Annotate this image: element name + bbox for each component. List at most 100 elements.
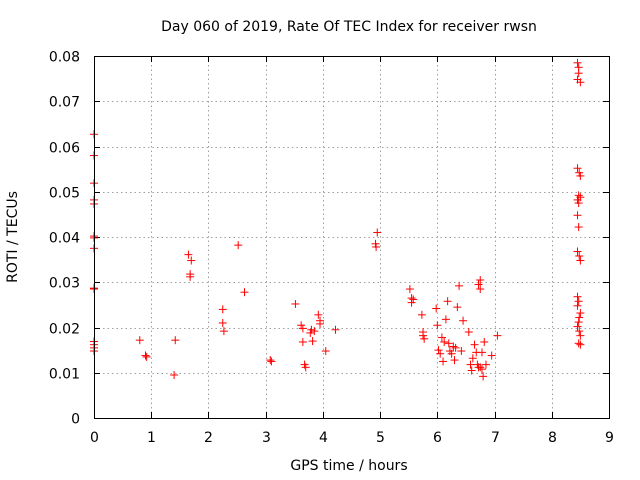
data-point-marker	[466, 360, 475, 369]
x-tick-label: 4	[319, 430, 328, 446]
data-point-marker	[405, 285, 414, 294]
data-point-marker	[434, 346, 443, 355]
plot-frame	[94, 56, 610, 419]
chart-title: Day 060 of 2019, Rate Of TEC Index for r…	[161, 19, 537, 35]
data-point-marker	[373, 228, 382, 237]
data-point-marker	[417, 310, 426, 319]
data-point-marker	[420, 334, 429, 343]
data-point-marker	[314, 310, 323, 319]
data-point-marker	[291, 299, 300, 308]
data-point-marker	[573, 164, 582, 173]
data-point-marker	[439, 357, 448, 366]
data-point-marker	[476, 363, 485, 372]
y-tick-label: 0.01	[49, 367, 80, 383]
data-point-marker	[187, 256, 196, 265]
data-point-marker	[308, 337, 317, 346]
label-layer: 0 1 2 3 4 5 6 7 8 9 0 0.01 0.02 0.03 0.04 0.05 0.06 0.07 0…	[49, 50, 614, 447]
data-point-marker	[574, 69, 583, 78]
point-layer	[90, 58, 585, 381]
x-axis-label: GPS time / hours	[290, 458, 407, 474]
data-point-marker	[301, 363, 310, 372]
data-point-marker	[298, 324, 307, 333]
data-point-marker	[306, 328, 315, 337]
data-point-marker	[575, 252, 584, 261]
data-point-marker	[407, 298, 416, 307]
data-point-marker	[576, 256, 585, 265]
data-point-marker	[316, 319, 325, 328]
data-point-marker	[437, 333, 446, 342]
data-point-marker	[576, 78, 585, 87]
data-point-marker	[476, 285, 485, 294]
data-point-marker	[474, 280, 483, 289]
data-point-marker	[573, 211, 582, 220]
data-point-marker	[267, 357, 276, 366]
y-tick-label: 0.05	[49, 186, 80, 202]
data-point-marker	[479, 372, 488, 381]
data-point-marker	[573, 58, 582, 67]
x-tick-label: 6	[433, 430, 442, 446]
x-tick-label: 9	[605, 430, 614, 446]
data-point-marker	[266, 356, 275, 365]
data-point-marker	[574, 318, 583, 327]
data-point-marker	[443, 297, 452, 306]
x-tick-label: 7	[491, 430, 500, 446]
data-point-marker	[576, 340, 585, 349]
data-point-marker	[297, 321, 306, 330]
data-point-marker	[433, 321, 442, 330]
data-point-marker	[372, 242, 381, 251]
data-point-marker	[455, 281, 464, 290]
data-point-marker	[141, 351, 150, 360]
y-tick-label: 0.04	[49, 231, 80, 247]
data-point-marker	[450, 356, 459, 365]
data-point-marker	[573, 322, 582, 331]
data-point-marker	[573, 292, 582, 301]
data-point-marker	[575, 168, 584, 177]
data-point-marker	[457, 347, 466, 356]
data-point-marker	[574, 297, 583, 306]
data-point-marker	[574, 199, 583, 208]
data-point-marker	[574, 223, 583, 232]
data-point-marker	[186, 272, 195, 281]
data-point-marker	[575, 327, 584, 336]
data-point-marker	[447, 349, 456, 358]
data-point-marker	[409, 295, 418, 304]
data-point-marker	[171, 336, 180, 345]
data-point-marker	[573, 247, 582, 256]
data-point-marker	[453, 303, 462, 312]
data-point-marker	[464, 328, 473, 337]
data-point-marker	[142, 352, 151, 361]
y-tick-label: 0.07	[49, 95, 80, 111]
data-point-marker	[576, 309, 585, 318]
data-point-marker	[477, 348, 486, 357]
data-point-marker	[444, 339, 453, 348]
data-point-marker	[218, 318, 227, 327]
data-point-marker	[451, 343, 460, 352]
data-point-marker	[135, 336, 144, 345]
data-point-marker	[218, 305, 227, 314]
data-point-marker	[219, 327, 228, 336]
data-point-marker	[480, 337, 489, 346]
data-point-marker	[419, 331, 428, 340]
x-tick-label: 2	[204, 430, 213, 446]
data-point-marker	[476, 275, 485, 284]
data-point-marker	[441, 315, 450, 324]
y-tick-label: 0.06	[49, 141, 80, 157]
data-point-marker	[432, 304, 441, 313]
y-axis-label: ROTI / TECUs	[5, 191, 21, 283]
data-point-marker	[576, 331, 585, 340]
data-point-marker	[321, 347, 330, 356]
y-tick-label: 0.02	[49, 322, 80, 338]
data-point-marker	[468, 354, 477, 363]
x-tick-label: 8	[548, 430, 557, 446]
data-point-marker	[184, 250, 193, 259]
data-point-marker	[574, 339, 583, 348]
data-point-marker	[170, 371, 179, 380]
grid-layer	[94, 56, 609, 418]
data-point-marker	[470, 340, 479, 349]
data-point-marker	[234, 241, 243, 250]
data-point-marker	[493, 331, 502, 340]
data-point-marker	[240, 288, 249, 297]
data-point-marker	[298, 337, 307, 346]
x-tick-label: 1	[147, 430, 156, 446]
